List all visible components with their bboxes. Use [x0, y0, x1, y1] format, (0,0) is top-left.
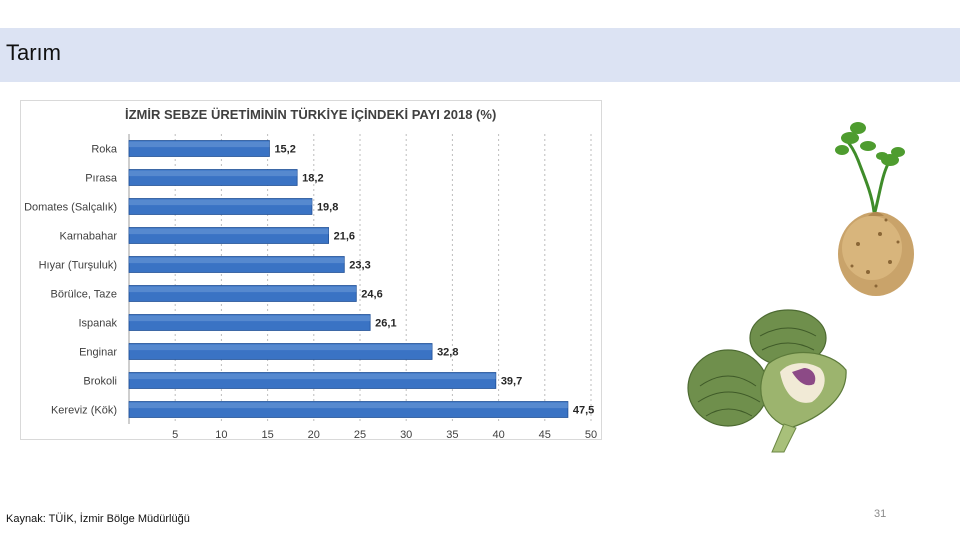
category-label: Börülce, Taze: [51, 289, 117, 301]
x-tick-label: 5: [172, 429, 178, 439]
chart-title: İZMİR SEBZE ÜRETİMİNİN TÜRKİYE İÇİNDEKİ …: [125, 107, 496, 122]
source-note: Kaynak: TÜİK, İzmir Bölge Müdürlüğü: [6, 513, 190, 525]
artichoke-icon: [687, 309, 847, 453]
category-label: Brokoli: [83, 376, 117, 388]
x-tick-label: 30: [400, 429, 412, 439]
value-label: 21,6: [334, 231, 355, 243]
value-label: 18,2: [302, 173, 323, 185]
category-label: Kereviz (Kök): [51, 405, 117, 417]
value-label: 26,1: [375, 318, 396, 330]
category-label: Enginar: [79, 347, 117, 359]
bar-highlight: [129, 315, 371, 322]
x-tick-label: 20: [308, 429, 320, 439]
x-tick-label: 35: [446, 429, 458, 439]
value-label: 47,5: [573, 405, 594, 417]
value-label: 15,2: [274, 144, 295, 156]
bar-highlight: [129, 286, 357, 293]
category-label: Hıyar (Turşuluk): [39, 260, 117, 272]
celeriac-root-icon: [835, 122, 914, 296]
bar-highlight: [129, 373, 496, 380]
bar-highlight: [129, 402, 568, 409]
value-label: 32,8: [437, 347, 458, 359]
x-tick-label: 40: [492, 429, 504, 439]
bar-highlight: [129, 344, 433, 351]
slide-title: Tarım: [6, 40, 61, 65]
category-label: Domates (Salçalık): [24, 202, 117, 214]
x-tick-label: 10: [215, 429, 227, 439]
value-label: 24,6: [361, 289, 382, 301]
category-label: Pırasa: [85, 173, 118, 185]
value-label: 19,8: [317, 202, 338, 214]
x-tick-label: 15: [261, 429, 273, 439]
x-tick-label: 25: [354, 429, 366, 439]
category-label: Roka: [91, 144, 118, 156]
value-label: 39,7: [501, 376, 522, 388]
x-tick-label: 50: [585, 429, 597, 439]
x-tick-label: 45: [539, 429, 551, 439]
category-label: Ispanak: [78, 318, 117, 330]
bar-chart: İZMİR SEBZE ÜRETİMİNİN TÜRKİYE İÇİNDEKİ …: [24, 107, 597, 439]
page-number: 31: [874, 508, 887, 520]
bar-highlight: [129, 257, 345, 264]
bar-highlight: [129, 199, 312, 206]
title-bar: [0, 28, 960, 82]
bar-highlight: [129, 141, 270, 148]
value-label: 23,3: [349, 260, 370, 272]
bar-highlight: [129, 228, 329, 235]
bar-highlight: [129, 170, 298, 177]
chart-frame: İZMİR SEBZE ÜRETİMİNİN TÜRKİYE İÇİNDEKİ …: [20, 100, 602, 440]
category-label: Karnabahar: [60, 231, 118, 243]
